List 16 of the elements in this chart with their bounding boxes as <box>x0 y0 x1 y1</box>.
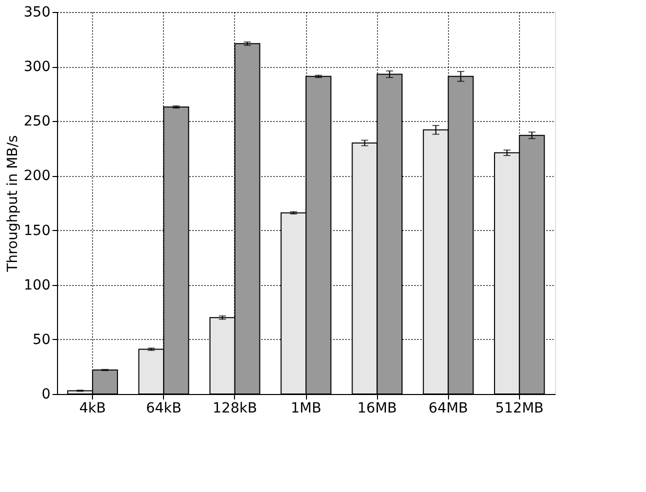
y-tick-label: 200 <box>24 168 50 184</box>
y-tick-label: 150 <box>24 222 50 239</box>
y-tick-label: 250 <box>24 114 50 130</box>
y-tick-label: 50 <box>32 332 50 348</box>
y-tick-label: 100 <box>24 277 50 294</box>
x-tick-label: 4kB <box>79 400 106 416</box>
y-tick-label: 350 <box>24 4 50 20</box>
x-tick-label: 1MB <box>290 400 322 416</box>
y-tick-label: 300 <box>24 59 50 76</box>
x-tick-label: 64MB <box>428 400 468 416</box>
x-tick-label: 512MB <box>495 400 544 416</box>
x-tick-label: 128kB <box>212 400 258 416</box>
y-axis-title: Throughput in MB/s <box>4 135 21 273</box>
x-tick-label: 16MB <box>357 400 397 416</box>
y-tick-label: 0 <box>42 386 50 402</box>
x-tick-label: 64kB <box>146 400 182 416</box>
